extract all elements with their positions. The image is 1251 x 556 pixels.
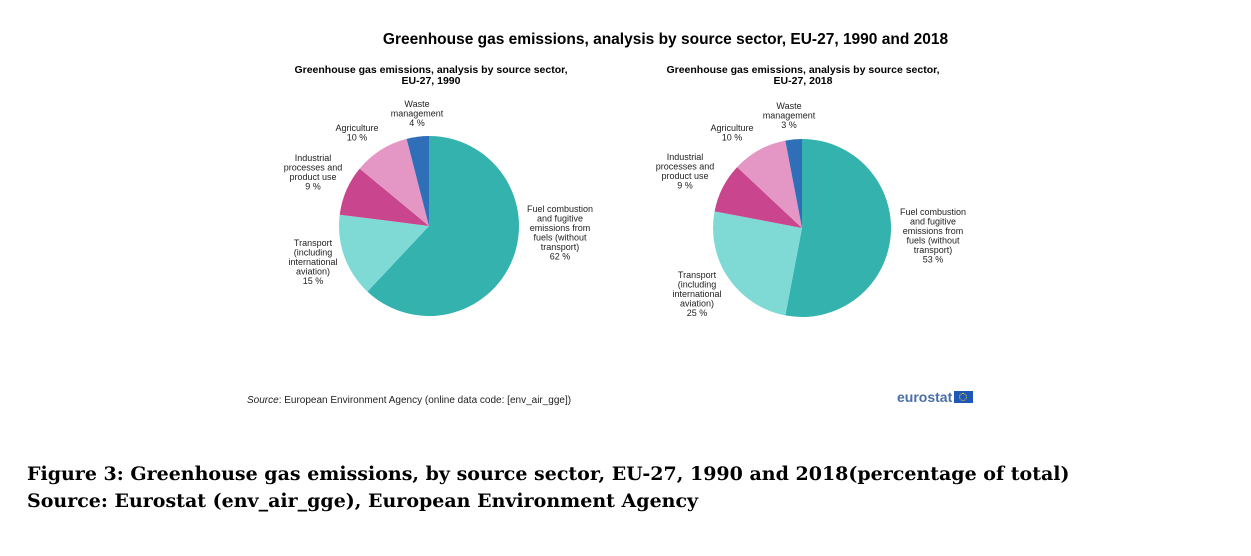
pie-1990-label-0: Fuel combustion and fugitive emissions fro…: [527, 204, 593, 262]
pie-1990-label-4-line-2: 4 %: [409, 118, 425, 128]
pie-1990-label-3-line-1: 10 %: [347, 133, 368, 143]
pie-2018-label-1-line-4: 25 %: [687, 308, 708, 318]
chart-title-1990-line1: Greenhouse gas emissions, analysis by so…: [294, 64, 568, 76]
pie-2018-label-0-line-4: transport): [914, 245, 953, 255]
pie-2018-label-3-line-1: 10 %: [722, 133, 743, 143]
source-note: Source: European Environment Agency (onl…: [247, 395, 571, 406]
pie-2018-label-0: Fuel combustion and fugitive emissions fro…: [900, 207, 966, 265]
pie-1990-label-1-line-0: Transport: [294, 238, 333, 248]
pie-2018-label-1-line-2: international: [672, 289, 721, 299]
pie-2018-label-1: Transport (including international aviation…: [672, 270, 721, 318]
chart-title-1990-line2: EU-27, 1990: [401, 75, 461, 87]
pie-2018-label-3: Agriculture 10 %: [710, 123, 753, 143]
pie-1990-label-3: Agriculture 10 %: [335, 123, 378, 143]
chart-title-2018-line1: Greenhouse gas emissions, analysis by so…: [666, 64, 940, 76]
pie-2018-label-2-line-2: product use: [661, 171, 708, 181]
pie-1990-label-1-line-1: (including: [294, 248, 333, 258]
pie-1990-label-0-line-2: emissions from: [530, 223, 591, 233]
pie-1990-label-4-line-1: management: [391, 109, 444, 119]
pie-2018-label-1-line-3: aviation): [680, 299, 714, 309]
chart-title-1990: Greenhouse gas emissions, analysis by so…: [271, 65, 591, 87]
pie-1990-slice-1: [338, 214, 429, 292]
pie-2018-label-0-line-5: 53 %: [923, 255, 944, 265]
pie-2018-label-0-line-3: fuels (without: [906, 236, 960, 246]
pie-1990-label-2-line-2: product use: [289, 172, 336, 182]
pie-1990-slice-3: [359, 138, 429, 226]
figure-caption: Figure 3: Greenhouse gas emissions, by s…: [27, 461, 1070, 515]
pie-2018-label-2-line-1: processes and: [656, 162, 715, 172]
pie-2018-slice-2: [714, 167, 802, 228]
chart-title-2018-line2: EU-27, 2018: [773, 75, 833, 87]
pie-1990-label-2-line-0: Industrial: [295, 153, 332, 163]
pie-2018-slice-1: [713, 211, 802, 316]
pie-1990-label-3-line-0: Agriculture: [335, 123, 378, 133]
caption-line-2: Source: Eurostat (env_air_gge), European…: [27, 490, 699, 512]
pie-2018-label-4: Waste management 3 %: [763, 101, 816, 130]
pie-2018-label-0-line-0: Fuel combustion: [900, 207, 966, 217]
pie-1990-label-1-line-3: aviation): [296, 267, 330, 277]
pie-2018-label-0-line-1: and fugitive: [910, 217, 956, 227]
pie-1990-label-1-line-4: 15 %: [303, 276, 324, 286]
source-prefix: Source: [247, 395, 279, 406]
pie-1990-label-4: Waste management 4 %: [391, 99, 444, 128]
pie-2018-label-2-line-0: Industrial: [667, 152, 704, 162]
logo-text: eurostat: [897, 389, 953, 405]
chart-title-2018: Greenhouse gas emissions, analysis by so…: [643, 65, 963, 87]
pie-1990-label-1: Transport (including international aviation…: [288, 238, 337, 286]
pie-2018-label-1-line-1: (including: [678, 280, 717, 290]
eurostat-logo: eurostat: [897, 389, 974, 405]
pie-2018-label-2-line-3: 9 %: [677, 181, 693, 191]
pie-1990-slice-2: [339, 168, 429, 226]
pie-1990-label-2-line-3: 9 %: [305, 182, 321, 192]
pie-2018-label-2: Industrial processes and product use 9 %: [656, 152, 715, 191]
pie-2018-label-3-line-0: Agriculture: [710, 123, 753, 133]
pie-2018-label-4-line-0: Waste: [776, 101, 801, 111]
pie-1990-label-0-line-0: Fuel combustion: [527, 204, 593, 214]
pie-2018-label-4-line-2: 3 %: [781, 120, 797, 130]
pie-1990-slice-0: [367, 136, 519, 316]
pie-1990-label-2-line-1: processes and: [284, 163, 343, 173]
pie-1990-label-4-line-0: Waste: [404, 99, 429, 109]
main-title: Greenhouse gas emissions, analysis by so…: [382, 31, 949, 48]
pie-1990-label-0-line-5: 62 %: [550, 252, 571, 262]
pie-1990-label-2: Industrial processes and product use 9 %: [284, 153, 343, 192]
pie-1990-label-0-line-4: transport): [541, 242, 580, 252]
pie-2018-label-4-line-1: management: [763, 111, 816, 121]
pie-1990-label-0-line-1: and fugitive: [537, 214, 583, 224]
pie-1990-label-0-line-3: fuels (without: [533, 233, 587, 243]
pie-2018-slice-4: [785, 139, 802, 228]
eu-flag-icon: [954, 391, 974, 403]
pie-1990-slice-4: [406, 136, 429, 226]
caption-line-1: Figure 3: Greenhouse gas emissions, by s…: [27, 463, 1070, 485]
pie-1990-label-1-line-2: international: [288, 257, 337, 267]
pie-2018-slice-0: [785, 139, 892, 317]
pie-2018-label-1-line-0: Transport: [678, 270, 717, 280]
pie-2018-label-0-line-2: emissions from: [903, 226, 964, 236]
source-text: : European Environment Agency (online da…: [278, 395, 572, 406]
pie-2018-slice-3: [737, 140, 802, 228]
